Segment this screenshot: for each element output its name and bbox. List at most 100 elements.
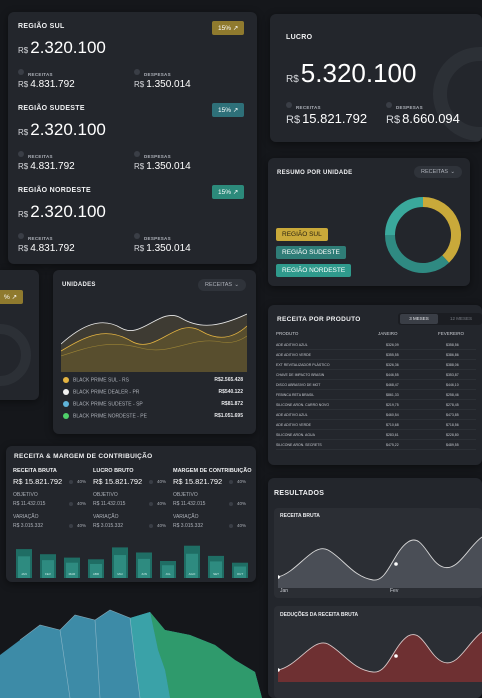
produto-fevereiro: $473,85 (446, 413, 459, 417)
unidade-color-dot (63, 389, 69, 395)
legend-regiao-nordeste[interactable]: REGIÃO NORDESTE (276, 264, 352, 277)
unidade-row[interactable]: BLACK PRIME DEALER - PR R$540.122 (63, 389, 243, 395)
margem-bar-label: MAR (69, 572, 77, 576)
margem-variacao-value: R$ 3.015.332 (93, 523, 124, 529)
region-value: 2.320.100 (30, 202, 106, 221)
donut-slice[interactable] (385, 197, 424, 236)
margem-column: RECEITA BRUTA R$ 15.821.792 40% OBJETIVO… (13, 446, 93, 542)
receita-bruta-area-chart (278, 536, 482, 588)
unidade-name: BLACK PRIME DEALER - PR (73, 389, 140, 396)
produto-fevereiro: $718,56 (446, 423, 459, 427)
table-row[interactable]: SILICONE ARON. SECRETS $475,22 $489,55 (276, 441, 476, 450)
margem-bar-label: OUT (237, 572, 244, 576)
trend-icon (149, 523, 153, 528)
period-toggle: 3 MESES 12 MESES (398, 313, 482, 325)
margem-variacao-value: R$ 3.015.332 (173, 523, 204, 529)
margem-bar-inner (66, 562, 78, 578)
deducoes-chart-title: DEDUÇÕES DA RECEITA BRUTA (280, 612, 359, 618)
lucro-despesas-value: 8.660.094 (402, 111, 460, 126)
unidades-dropdown-label: RECEITAS (205, 282, 233, 288)
margem-objetivo-value: R$ 11.432.015 (173, 501, 206, 507)
region-receitas-currency: R$ (18, 244, 29, 253)
legend-regiao-sudeste[interactable]: REGIÃO SUDESTE (276, 246, 346, 259)
region-card: REGIÃO SUL 15% ↗ R$ 2.320.100 RECEITAS R$… (8, 18, 257, 98)
region-receitas-currency: R$ (18, 80, 29, 89)
produto-name: DISCO ABRASIVO DE MOT (276, 383, 321, 387)
region-growth-badge: 15% ↗ (212, 185, 245, 199)
produto-name: SILICONE ARON. CARRO NOVO (276, 403, 330, 407)
col-janeiro: JANEIRO (378, 331, 398, 336)
unidade-color-dot (63, 377, 69, 383)
region-receitas-value: 4.831.792 (30, 79, 75, 90)
despesas-icon (134, 150, 140, 157)
margem-objetivo-pct: 40% (149, 501, 166, 506)
produto-fevereiro: $228,80 (446, 433, 459, 437)
produto-fevereiro: $353,87 (446, 373, 459, 377)
region-title: REGIÃO SUDESTE (18, 105, 85, 112)
table-row[interactable]: CHAVE DE IMPACTO BRASIN $446,55 $353,87 (276, 371, 476, 380)
resumo-dropdown[interactable]: RECEITAS ⌄ (414, 166, 462, 178)
table-row[interactable]: FEBINCA RETA BRASIL $861,33 $258,46 (276, 391, 476, 400)
region-cards-panel: REGIÃO SUL 15% ↗ R$ 2.320.100 RECEITAS R$… (8, 12, 257, 264)
left-stub-badge: % ↗ (0, 290, 24, 304)
lucro-receitas-label: RECEITAS (296, 105, 321, 110)
unidades-card: UNIDADES RECEITAS ⌄ BLACK PRIME SUL - RS… (53, 270, 256, 434)
unidade-name: BLACK PRIME NORDESTE - PE (73, 413, 147, 420)
margem-bar-chart: JAN FEV MAR ABR MAI JUN JUL AGO SET OUT (16, 545, 248, 578)
resumo-donut-chart (385, 197, 461, 273)
table-row[interactable]: EXT REVITALIZADOR PLÁSTICO $326,36 $388,06 (276, 361, 476, 370)
donut-slice[interactable] (385, 234, 450, 273)
table-row[interactable]: ADE ADITIVO VERDE $355,55 $386,86 (276, 351, 476, 360)
legend-regiao-sul[interactable]: REGIÃO SUL (276, 228, 328, 241)
trend-icon (69, 523, 73, 528)
margem-bar-label: JUN (141, 572, 147, 576)
lucro-receitas-currency: R$ (286, 114, 301, 126)
produto-janeiro: $355,55 (386, 353, 399, 357)
region-growth-badge: 15% ↗ (212, 21, 245, 35)
region-despesas-currency: R$ (134, 80, 145, 89)
unidade-color-dot (63, 413, 69, 419)
table-row[interactable]: SILICONE ARON. CARRO NOVO $219,75 $278,45 (276, 401, 476, 410)
table-row[interactable]: ADE ADITIVO AZUL $326,09 $358,56 (276, 341, 476, 350)
region-despesas-label: DESPESAS (144, 72, 171, 77)
produto-name: CHAVE DE IMPACTO BRASIN (276, 373, 325, 377)
margem-bar-inner (90, 563, 102, 578)
margem-col-value: R$ 15.821.792 (93, 477, 143, 486)
produto-name: ADE ADITIVO AZUL (276, 413, 308, 417)
left-stub-card: % ↗ (0, 270, 39, 400)
receita-bruta-chart-title: RECEITA BRUTA (280, 513, 320, 519)
table-row[interactable]: ADE ADITIVO VERDE $710,68 $718,56 (276, 421, 476, 430)
deducoes-chart-card: DEDUÇÕES DA RECEITA BRUTA (274, 606, 482, 698)
produto-name: ADE ADITIVO VERDE (276, 353, 312, 357)
toggle-3-meses[interactable]: 3 MESES (400, 314, 438, 324)
region-despesas-currency: R$ (134, 162, 145, 171)
margem-col-title: RECEITA BRUTA (13, 468, 57, 474)
margem-variacao-label: VARIAÇÃO (173, 514, 199, 520)
unidade-value: R$81.872 (221, 401, 243, 407)
region-growth-badge-label: 15% ↗ (218, 189, 239, 196)
produto-fevereiro: $388,06 (446, 363, 459, 367)
resumo-title: RESUMO POR UNIDADE (277, 170, 353, 176)
region-card: REGIÃO SUDESTE 15% ↗ R$ 2.320.100 RECEITA… (8, 100, 257, 180)
produto-janeiro: $326,09 (386, 343, 399, 347)
region-card: REGIÃO NORDESTE 15% ↗ R$ 2.320.100 RECEIT… (8, 182, 257, 262)
table-row[interactable]: DISCO ABRASIVO DE MOT $468,47 $446,10 (276, 381, 476, 390)
table-row[interactable]: SILICONE ARON. AGUA $283,61 $228,80 (276, 431, 476, 440)
produto-name: FEBINCA RETA BRASIL (276, 393, 315, 397)
unidade-row[interactable]: BLACK PRIME NORDESTE - PE R$1.051.695 (63, 413, 243, 419)
table-row[interactable]: ADE ADITIVO AZUL $460,54 $473,85 (276, 411, 476, 420)
receitas-icon (286, 101, 292, 108)
lucro-despesas-currency: R$ (386, 114, 401, 126)
unidade-row[interactable]: BLACK PRIME SUL - RS R$2.565.428 (63, 377, 243, 383)
region-value: 2.320.100 (30, 120, 106, 139)
left-stub-badge-label: % ↗ (4, 294, 18, 301)
unidades-dropdown[interactable]: RECEITAS ⌄ (198, 279, 246, 291)
unidade-row[interactable]: BLACK PRIME SUDESTE - SP R$81.872 (63, 401, 243, 407)
margem-col-pct: 40% (69, 479, 86, 484)
toggle-12-meses[interactable]: 12 MESES (449, 316, 472, 321)
donut-slice[interactable] (422, 197, 461, 263)
unidades-wave-chart (61, 313, 247, 372)
produto-fevereiro: $258,46 (446, 393, 459, 397)
region-value: 2.320.100 (30, 38, 106, 57)
resumo-dropdown-label: RECEITAS (421, 169, 449, 175)
